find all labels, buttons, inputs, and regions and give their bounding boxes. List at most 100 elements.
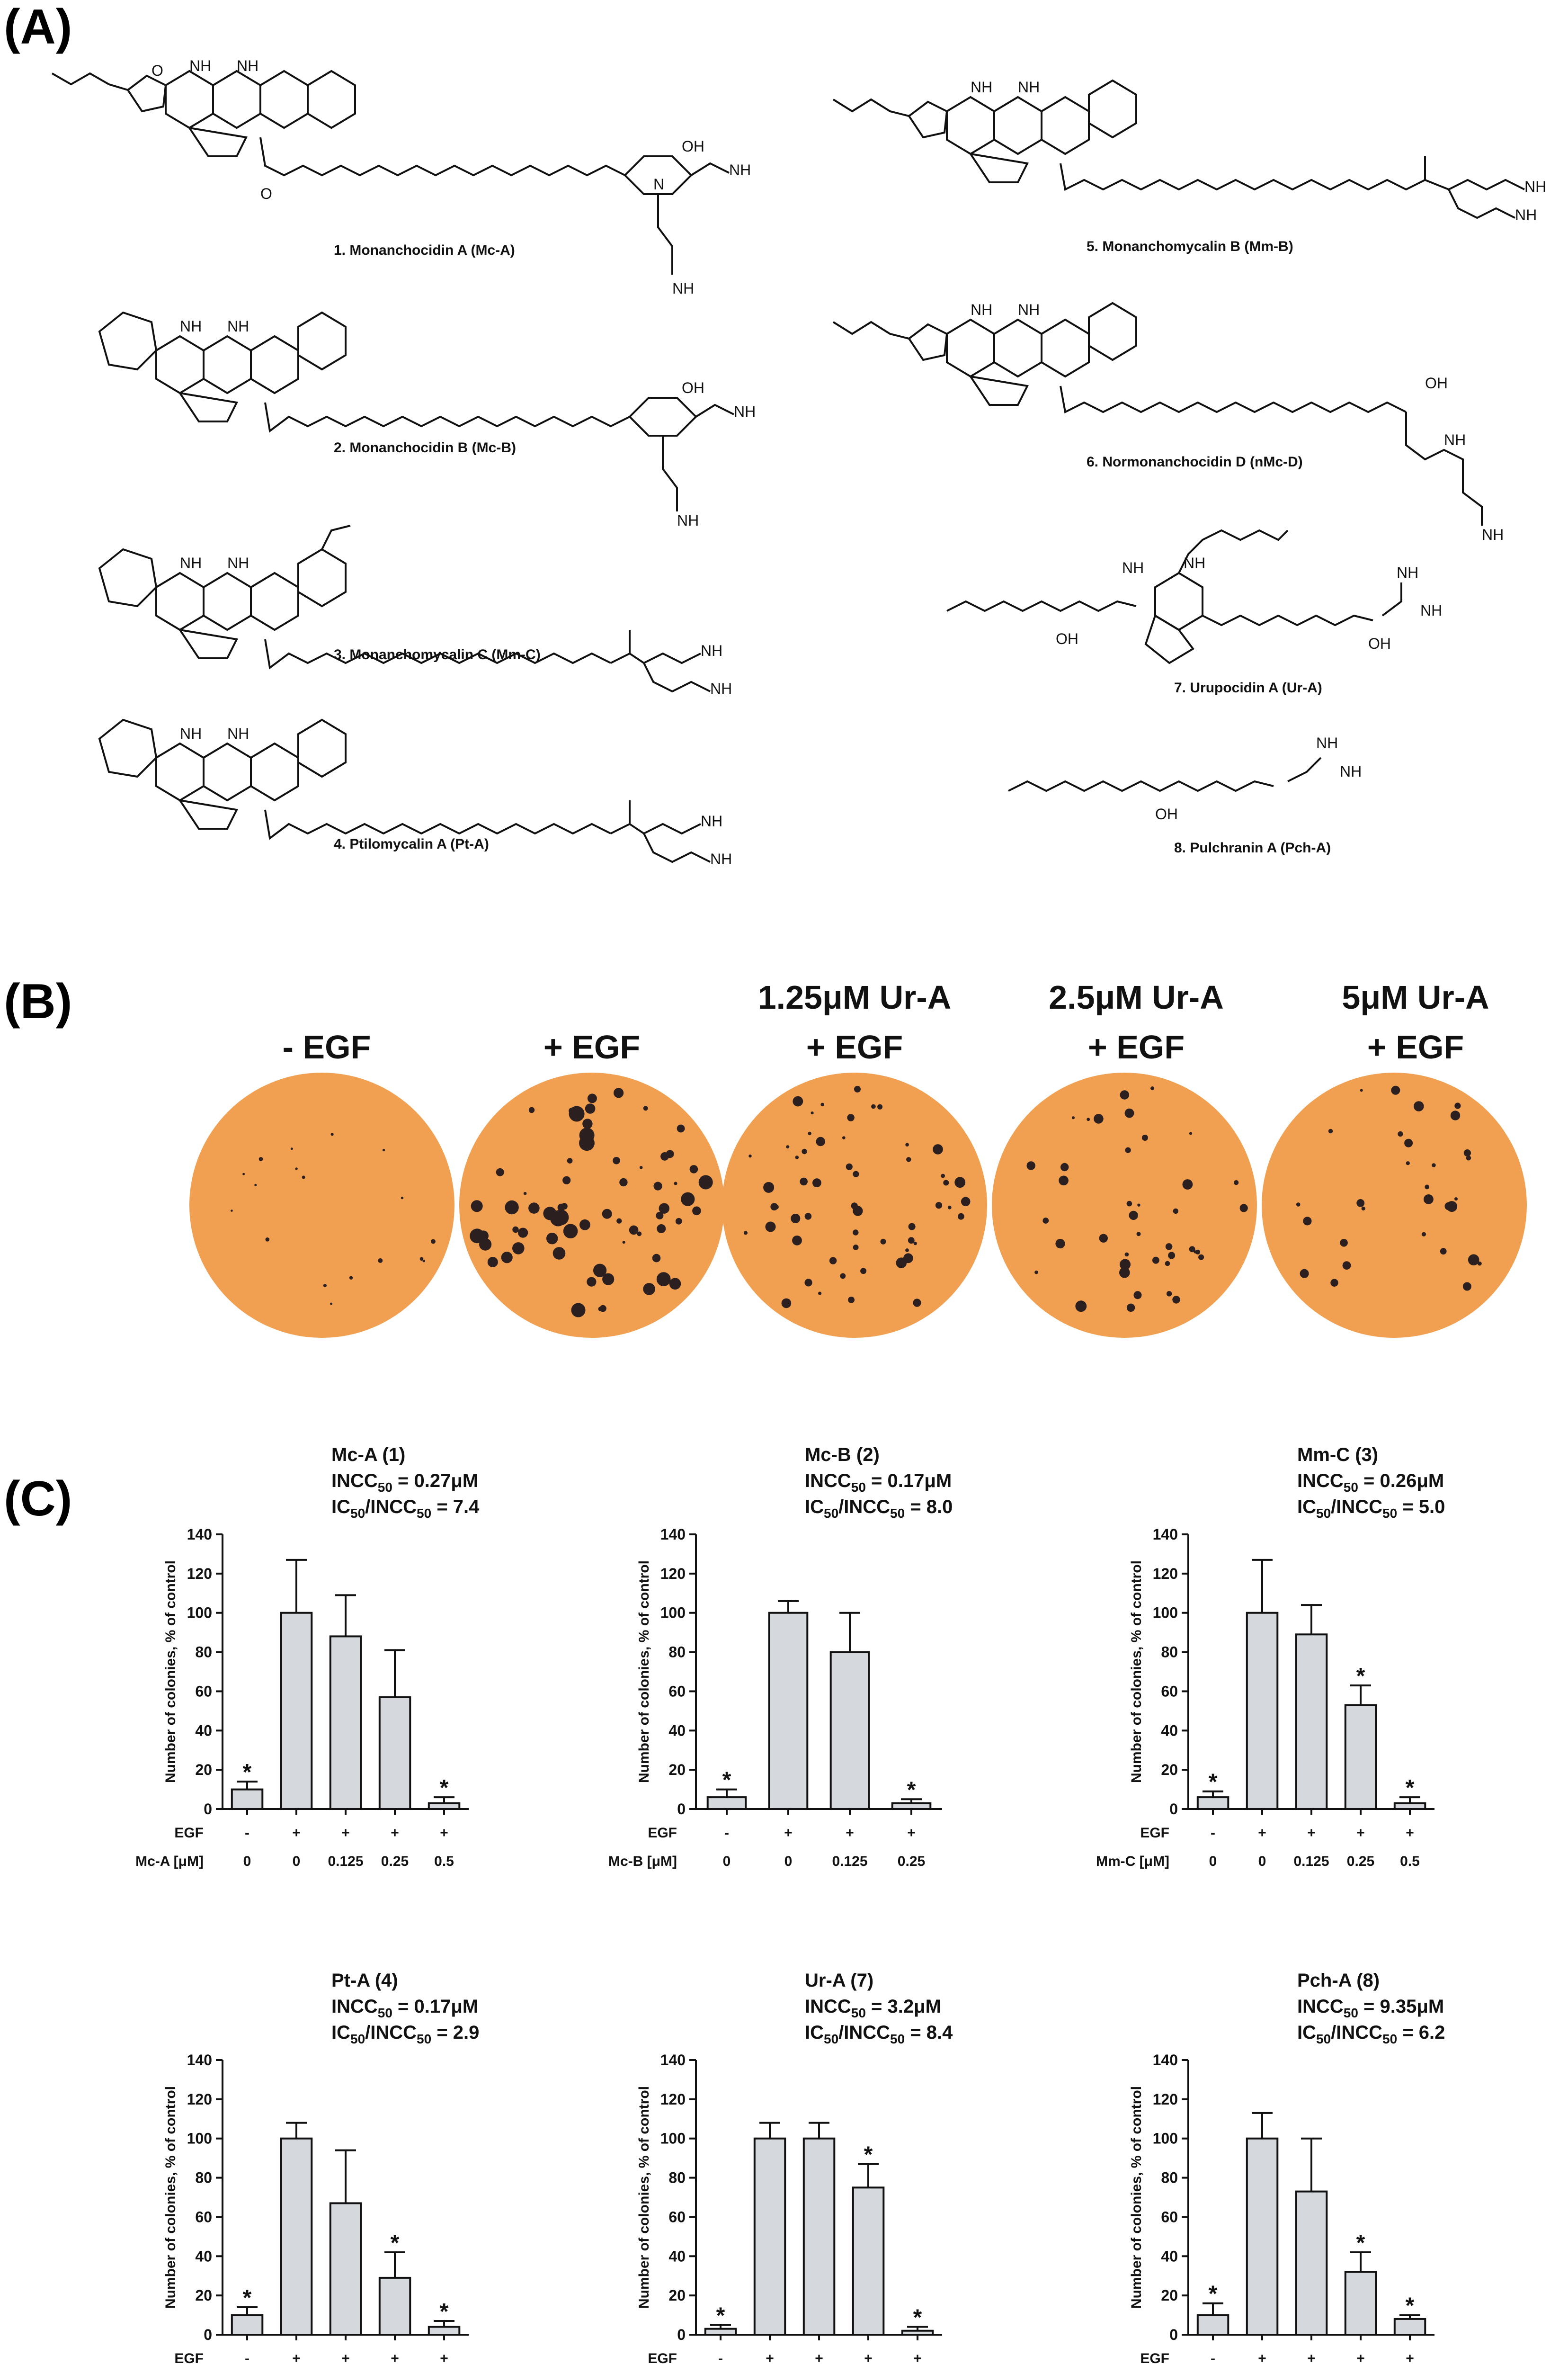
colony-dot <box>1477 1261 1482 1266</box>
dose-tick-label: 0.25 <box>1347 1854 1374 1869</box>
colony-dot <box>1120 1090 1129 1100</box>
colony-dot <box>791 1214 801 1223</box>
colony-dot <box>1398 1131 1403 1137</box>
ratio-ic: IC <box>805 1496 824 1517</box>
panel-b-label: (B) <box>4 974 72 1029</box>
colony-dot <box>254 1183 257 1186</box>
y-tick-label: 120 <box>187 1565 212 1582</box>
colony-dot <box>528 1202 540 1214</box>
colony-dot <box>349 1276 353 1280</box>
side-chain <box>832 321 909 340</box>
incc-subscript: 50 <box>378 1480 392 1495</box>
atom-label: NH <box>734 403 756 420</box>
bar <box>428 1802 461 1810</box>
y-tick-label: 120 <box>660 2091 686 2108</box>
dose-row-label: Mc-A [μM] <box>135 1854 204 1869</box>
colony-dot <box>523 1191 527 1195</box>
y-axis-label: Number of colonies, % of control <box>163 1560 178 1783</box>
colony-dot <box>587 1093 597 1103</box>
structure-3 <box>98 525 711 693</box>
egf-row-label: EGF <box>1140 2351 1169 2365</box>
colony-dot <box>562 1176 571 1184</box>
y-tick-label: 0 <box>677 2326 686 2343</box>
bar <box>280 2137 313 2336</box>
y-axis-label: Number of colonies, % of control <box>1129 1560 1144 1783</box>
colony-dot <box>613 1156 620 1165</box>
egf-sign: + <box>864 2351 873 2365</box>
egf-sign: + <box>1356 2351 1365 2365</box>
atom-label: NH <box>237 57 258 74</box>
atom-label: NH <box>1184 555 1205 572</box>
colony-dot <box>744 1231 748 1235</box>
ring <box>946 318 995 378</box>
y-axis-label: Number of colonies, % of control <box>163 2086 178 2309</box>
egf-sign: + <box>766 2351 774 2365</box>
y-tick-label: 140 <box>660 1526 686 1543</box>
colony-dot <box>1421 1232 1426 1236</box>
colony-dot <box>1446 1201 1458 1212</box>
egf-sign: + <box>440 2351 448 2365</box>
egf-row-label: EGF <box>174 2351 204 2365</box>
colony-dot <box>913 1299 921 1307</box>
ring <box>98 548 158 608</box>
colony-dot <box>602 1273 615 1285</box>
y-tick-label: 140 <box>1153 1526 1178 1543</box>
atom-labels: NH NH O OH NH NH N O NH NH OH NH NH NH N… <box>151 57 1546 868</box>
y-axis-label: Number of colonies, % of control <box>636 2086 652 2309</box>
atom-label: NH <box>701 813 722 830</box>
egf-sign: + <box>1258 1825 1266 1841</box>
y-axis-label: Number of colonies, % of control <box>1129 2086 1144 2309</box>
colony-dot <box>1468 1254 1479 1266</box>
condition-line1: 2.5μM Ur-A <box>1049 979 1224 1016</box>
y-tick-label: 100 <box>660 2130 686 2147</box>
colony-dot <box>1133 1291 1142 1299</box>
side-chain <box>832 98 909 117</box>
colony-dot <box>943 1180 949 1186</box>
colony-dot <box>1042 1218 1049 1224</box>
colony-dot <box>1466 1156 1471 1161</box>
y-tick-label: 60 <box>1161 2208 1178 2225</box>
y-tick-label: 120 <box>187 2091 212 2108</box>
colony-dot <box>1328 1129 1333 1134</box>
atom-label: NH <box>1482 526 1504 543</box>
bar <box>428 2326 461 2336</box>
condition-line2: + EGF <box>806 1029 903 1066</box>
colony-dot <box>808 1131 811 1136</box>
bar <box>1246 1612 1279 1810</box>
y-tick-label: 80 <box>195 1644 212 1661</box>
colony-dot <box>1342 1261 1351 1270</box>
egf-sign: + <box>1307 2351 1316 2365</box>
colony-dot <box>1234 1180 1239 1185</box>
atom-label: NH <box>227 555 249 572</box>
colony-dot <box>770 1203 778 1211</box>
colony-dot <box>802 1148 807 1155</box>
colony-dot <box>818 1291 822 1295</box>
atom-label: N <box>653 176 664 193</box>
dose-tick-label: 0.125 <box>328 1854 363 1869</box>
bar <box>1295 1633 1328 1810</box>
colony-dot <box>842 1136 846 1139</box>
colony-dot <box>853 1171 859 1177</box>
atom-label: NH <box>1316 735 1338 752</box>
significance-asterisk: * <box>391 2231 400 2256</box>
ring <box>628 397 697 437</box>
significance-asterisk: * <box>1406 1775 1415 1801</box>
ratio-ic: IC <box>805 2022 824 2043</box>
dose-tick-label: 0.25 <box>381 1854 409 1869</box>
colony-dot <box>935 1202 943 1209</box>
egf-sign: + <box>784 1825 793 1841</box>
significance-asterisk: * <box>1356 1664 1365 1689</box>
incc-label: INCC50 = 0.17μM <box>331 1996 478 2020</box>
colony-dot <box>487 1257 498 1267</box>
colony-dot <box>847 1114 855 1121</box>
amine-chain <box>1448 189 1515 219</box>
y-tick-label: 0 <box>1169 2326 1178 2343</box>
colony-plates <box>189 1073 1527 1338</box>
colony-dot <box>1440 1248 1447 1255</box>
atom-label: NH <box>1524 178 1546 195</box>
colony-dot <box>1099 1234 1108 1243</box>
ring <box>1041 318 1090 378</box>
significance-asterisk: * <box>440 1775 449 1801</box>
y-tick-label: 40 <box>195 1722 212 1739</box>
bar <box>1344 2271 1377 2336</box>
